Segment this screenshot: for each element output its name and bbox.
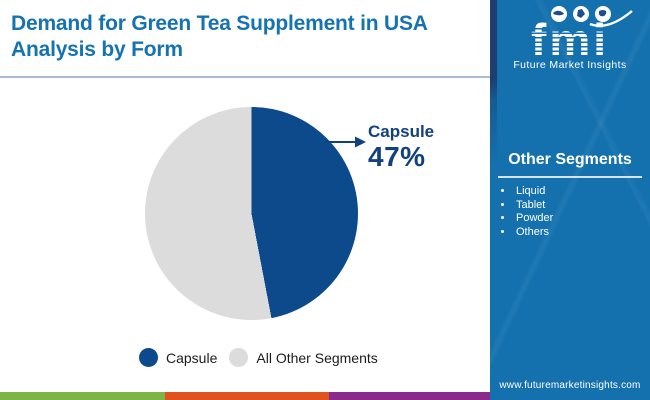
segments-list: Liquid Tablet Powder Others (490, 185, 650, 239)
fmi-monogram: fmi (529, 14, 611, 66)
legend-swatch (139, 348, 158, 367)
chart-legend: Capsule All Other Segments (139, 348, 378, 367)
legend-label: All Other Segments (256, 349, 378, 366)
page-title-line-2: Analysis by Form (11, 38, 183, 61)
website-url-link[interactable]: www.futuremarketinsights.com (499, 380, 641, 391)
callout-label: Capsule (368, 122, 435, 141)
page-title-line-1: Demand for Green Tea Supplement in USA (11, 12, 428, 35)
sidebar-accent-bar (490, 0, 497, 170)
legend-swatch (229, 348, 249, 367)
sidebar: fmi Future Market Insights Other Segment… (490, 0, 650, 400)
segment-list-item: Liquid (514, 185, 650, 199)
other-segments-heading: Other Segments (508, 151, 632, 168)
footer-stripe (165, 392, 329, 400)
callout-arrow-icon (325, 136, 366, 148)
page-title: Demand for Green Tea Supplement in USA A… (0, 0, 472, 63)
legend-item-capsule: Capsule (139, 348, 217, 367)
segment-list-item: Tablet (514, 199, 650, 213)
legend-label: Capsule (166, 349, 218, 366)
footer-stripes (0, 392, 490, 400)
logo-tagline: Future Market Insights (513, 59, 627, 71)
footer-stripe (329, 392, 490, 400)
globe-icons (551, 6, 633, 28)
legend-item-all-other-segments: All Other Segments (229, 348, 378, 367)
footer-stripe (0, 392, 165, 400)
callout-value: 47% (368, 141, 426, 172)
pie-chart (145, 107, 358, 320)
header: Demand for Green Tea Supplement in USA A… (0, 0, 490, 78)
segment-list-item: Powder (514, 212, 650, 226)
sidebar-divider (498, 176, 642, 178)
fmi-logo: fmi Future Market Insights (490, 5, 650, 71)
capsule-callout: Capsule 47% (368, 121, 434, 171)
segment-list-item: Others (514, 226, 650, 240)
